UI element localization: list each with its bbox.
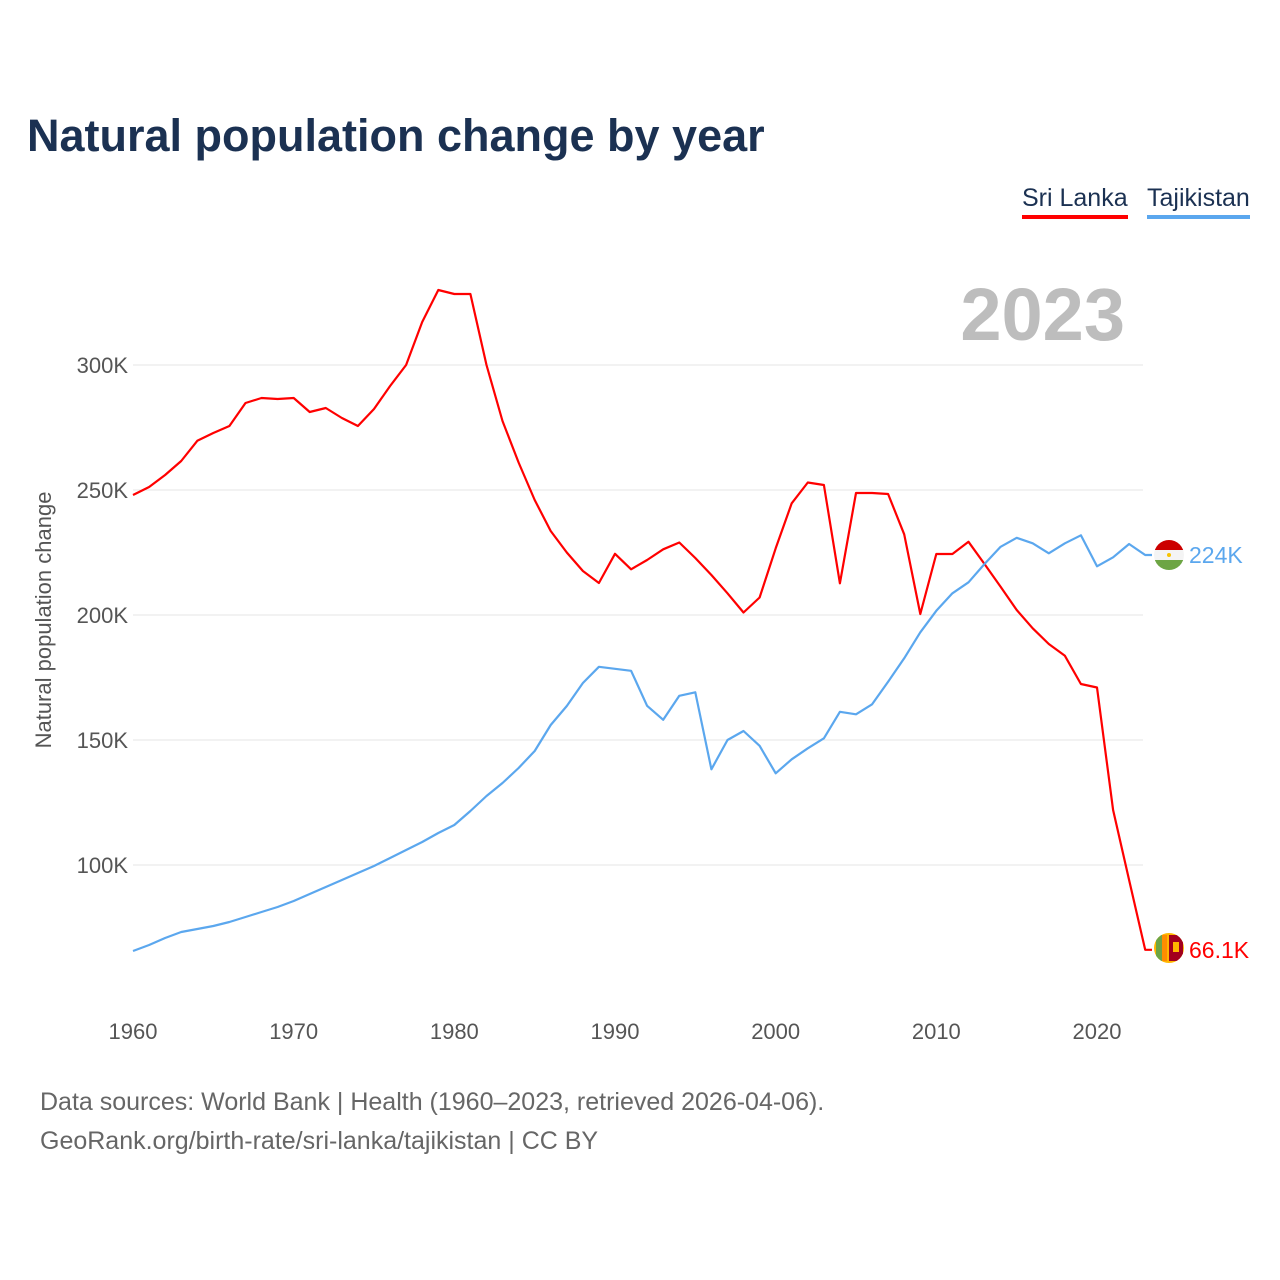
series-line-tajikistan	[132, 534, 1152, 953]
tajikistan-flag-icon	[1154, 540, 1184, 570]
y-tick-label: 300K	[77, 353, 129, 378]
end-value-label: 224K	[1189, 542, 1243, 568]
series-line-sri-lanka	[132, 288, 1152, 951]
chart-title: Natural population change by year	[27, 110, 765, 161]
x-tick-label: 1960	[109, 1019, 158, 1044]
x-tick-label: 1990	[591, 1019, 640, 1044]
x-tick-label: 1980	[430, 1019, 479, 1044]
x-tick-label: 1970	[269, 1019, 318, 1044]
x-tick-label: 2020	[1073, 1019, 1122, 1044]
year-label: 2023	[960, 273, 1125, 356]
sri-lanka-flag-icon	[1154, 933, 1184, 963]
y-tick-label: 250K	[77, 478, 129, 503]
x-tick-label: 2010	[912, 1019, 961, 1044]
y-tick-label: 100K	[77, 853, 129, 878]
legend-tajikistan[interactable]: Tajikistan	[1147, 184, 1250, 219]
footer-sources: Data sources: World Bank | Health (1960–…	[40, 1088, 825, 1116]
legend-sri-lanka[interactable]: Sri Lanka	[1022, 184, 1128, 219]
footer-link[interactable]: GeoRank.org/birth-rate/sri-lanka/tajikis…	[40, 1127, 599, 1155]
y-tick-label: 150K	[77, 728, 129, 753]
y-axis-title: Natural population change	[31, 492, 56, 749]
x-tick-label: 2000	[751, 1019, 800, 1044]
y-tick-label: 200K	[77, 603, 129, 628]
end-value-label: 66.1K	[1189, 937, 1250, 963]
